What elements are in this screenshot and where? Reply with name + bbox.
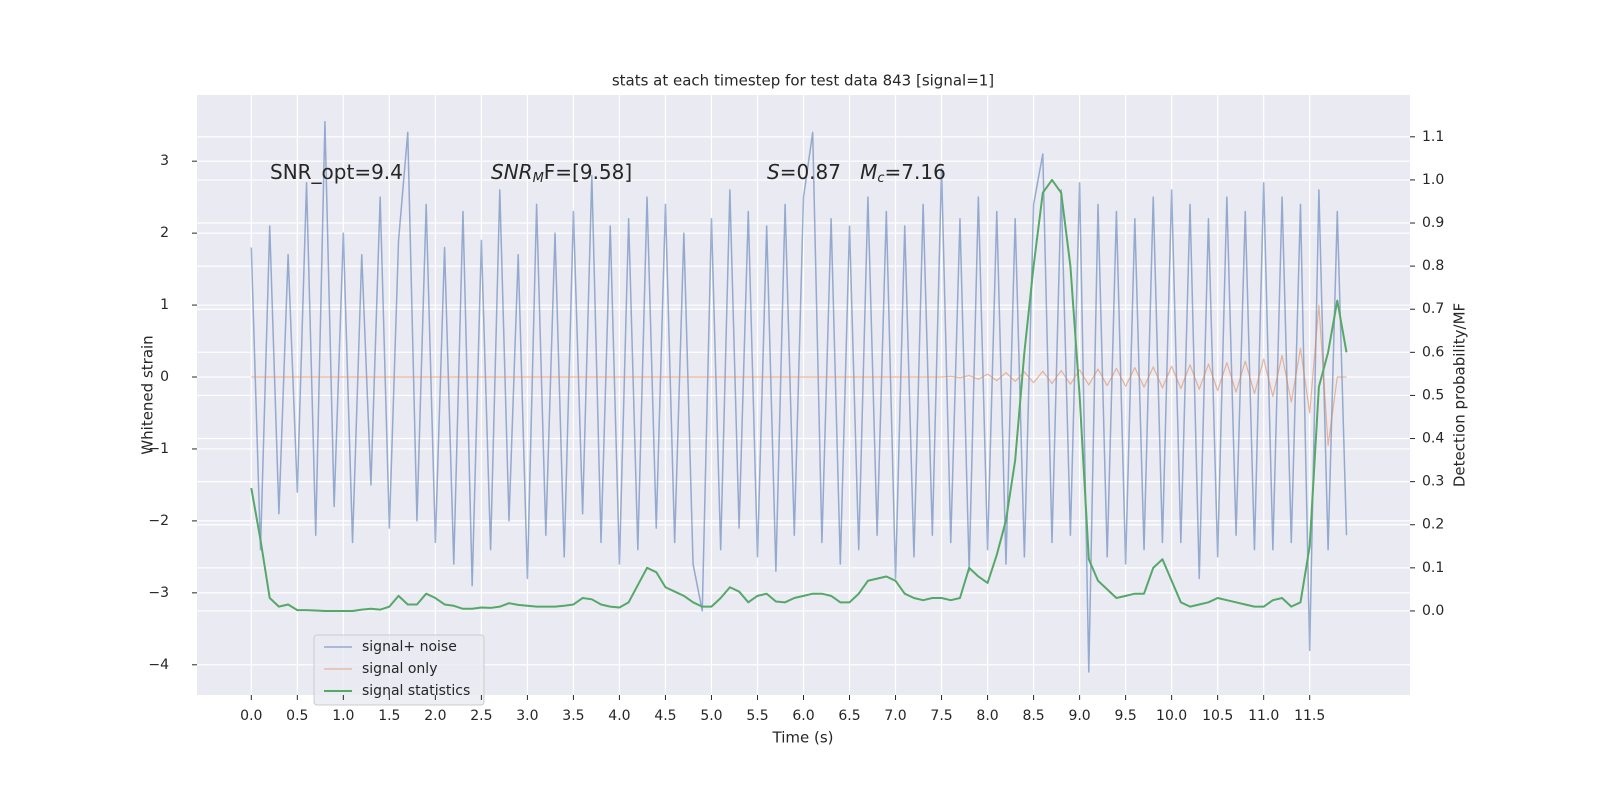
legend-label: signal statistics (362, 683, 470, 699)
y-tick-label: 1 (160, 297, 169, 313)
y-tick-label: −1 (148, 441, 169, 457)
annotation-text: S (767, 160, 780, 184)
x-tick-label: 3.0 (516, 708, 538, 724)
x-tick-label: 8.0 (976, 708, 998, 724)
x-tick-label: 7.0 (884, 708, 906, 724)
x-tick-label: 8.5 (1022, 708, 1044, 724)
y2-tick-label: 0.6 (1422, 344, 1444, 360)
annotation-text: =7.16 (885, 160, 946, 184)
y-tick-label: −4 (148, 657, 169, 673)
annotation: SNRMF=[9.58] (491, 160, 632, 186)
y2-tick-label: 0.0 (1422, 603, 1444, 619)
x-tick-label: 10.5 (1202, 708, 1233, 724)
series-line (250, 178, 1348, 612)
annotation-text: =0.87 (780, 160, 860, 184)
x-axis-label: Time (s) (772, 729, 834, 747)
y-tick-label: 2 (160, 225, 169, 241)
annotation-text: SNR (491, 160, 533, 184)
annotation: S=0.87 Mc=7.16 (767, 160, 946, 186)
y2-tick-label: 1.1 (1422, 129, 1444, 145)
y2-tick-label: 0.4 (1422, 431, 1444, 447)
x-tick-label: 9.5 (1114, 708, 1136, 724)
x-tick-label: 9.0 (1068, 708, 1090, 724)
x-tick-label: 11.0 (1248, 708, 1279, 724)
series-line (251, 304, 1347, 446)
y-axis-label: Whitened strain (139, 335, 157, 454)
x-tick-label: 1.5 (378, 708, 400, 724)
y-tick-label: −3 (148, 585, 169, 601)
x-tick-label: 2.0 (424, 708, 446, 724)
series-line (250, 120, 1348, 673)
x-tick-label: 4.5 (654, 708, 676, 724)
x-tick-label: 1.0 (332, 708, 354, 724)
annotation: SNR_opt=9.4 (270, 160, 403, 184)
y2-axis-label: Detection probability/MF (1451, 303, 1469, 487)
annotation-text: SNR_opt=9.4 (270, 160, 403, 184)
annotation-text: M (533, 171, 544, 186)
x-tick-label: 11.5 (1294, 708, 1325, 724)
y2-tick-label: 0.8 (1422, 258, 1444, 274)
y2-tick-label: 0.3 (1422, 474, 1444, 490)
y-tick-label: −2 (148, 513, 169, 529)
lines (250, 120, 1348, 673)
y2-tick-label: 0.1 (1422, 560, 1444, 576)
annotation-text: c (877, 171, 884, 186)
x-tick-label: 0.5 (286, 708, 308, 724)
x-tick-label: 6.0 (792, 708, 814, 724)
x-tick-label: 3.5 (562, 708, 584, 724)
chart-title: stats at each timestep for test data 843… (612, 72, 994, 90)
annotation-text: F=[9.58] (544, 160, 632, 184)
y-tick-label: 3 (160, 153, 169, 169)
legend-label: signal only (362, 661, 437, 677)
annotation-text: M (860, 160, 877, 184)
y2-tick-label: 1.0 (1422, 172, 1444, 188)
x-tick-label: 7.5 (930, 708, 952, 724)
y2-tick-label: 0.2 (1422, 517, 1444, 533)
legend-label: signal+ noise (362, 639, 457, 655)
legend: signal+ noise signal only signal statistic… (313, 634, 485, 706)
x-tick-label: 10.0 (1156, 708, 1187, 724)
x-tick-label: 4.0 (608, 708, 630, 724)
y2-tick-label: 0.7 (1422, 301, 1444, 317)
x-tick-label: 6.5 (838, 708, 860, 724)
x-tick-label: 0.0 (240, 708, 262, 724)
x-tick-label: 5.0 (700, 708, 722, 724)
y2-tick-label: 0.5 (1422, 387, 1444, 403)
x-tick-label: 5.5 (746, 708, 768, 724)
x-tick-label: 2.5 (470, 708, 492, 724)
legend-box (313, 634, 485, 706)
y2-tick-label: 0.9 (1422, 215, 1444, 231)
y-tick-label: 0 (160, 369, 169, 385)
